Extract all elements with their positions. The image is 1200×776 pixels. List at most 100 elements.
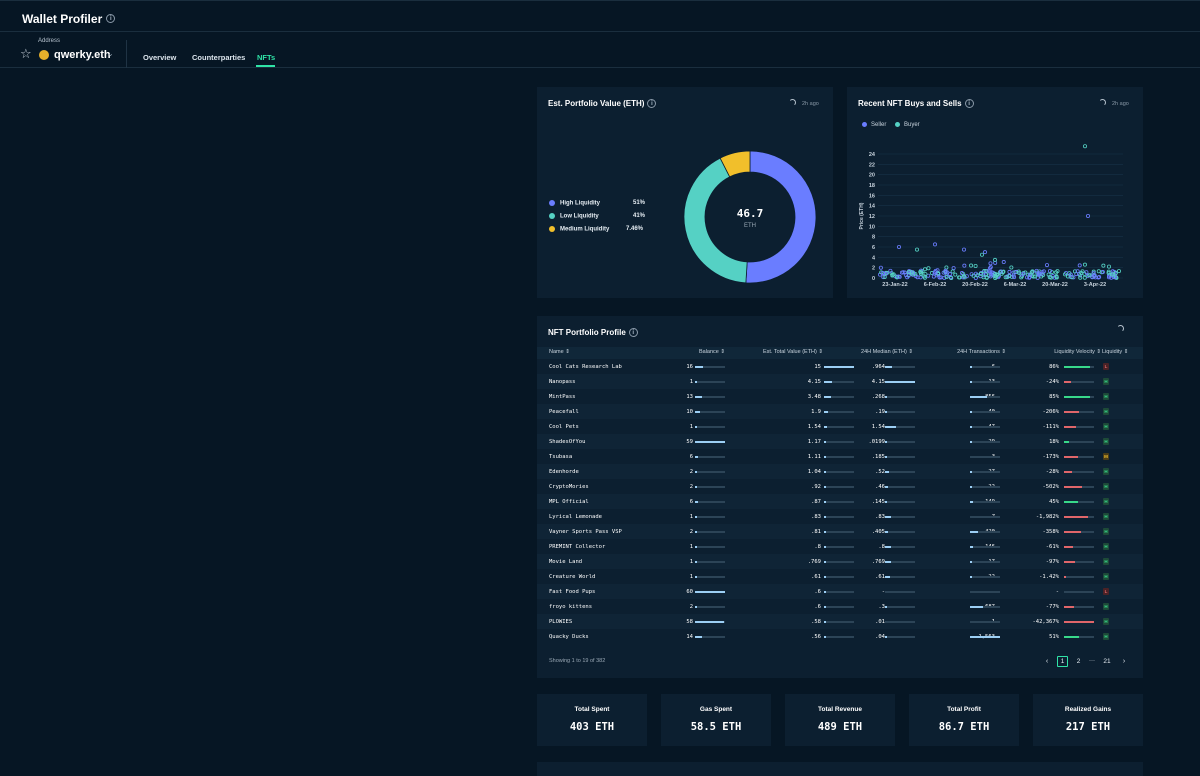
address-value[interactable]: qwerky.eth [54,49,111,61]
tab-counterparties[interactable]: Counterparties [192,53,246,62]
median-bar [885,396,915,398]
velocity-bar [1064,411,1094,413]
col-liquidity[interactable]: Liquidity ⇕ [1102,349,1129,355]
median-value: .964 [871,364,885,370]
trade-point [951,266,956,271]
star-icon[interactable]: ☆ [20,47,32,62]
tx-bar [970,531,1000,533]
tab-nfts[interactable]: NFTs [257,53,276,62]
collection-name: PLOWIES [549,619,573,625]
profile-title: NFT Portfolio Profile i [548,328,638,338]
median-value: 4.15 [871,379,885,385]
balance-value: 2 [689,604,693,610]
col-value[interactable]: Est. Total Value (ETH) ⇕ [762,349,823,355]
velocity-bar [1064,561,1094,563]
collection-name: CryptoMories [549,484,589,490]
portfolio-title: Est. Portfolio Value (ETH) i [548,99,657,109]
refresh-icon[interactable] [1117,325,1124,332]
donut-slice[interactable] [719,150,751,178]
trade-point [1000,270,1005,275]
trade-point [915,275,920,280]
info-icon[interactable]: i [628,328,638,338]
col-balance[interactable]: Balance ⇕ [698,349,725,355]
trade-point [1049,275,1054,280]
velocity-bar [1064,471,1094,473]
trade-point [1007,274,1012,279]
velocity-bar [1064,531,1094,533]
trade-point [973,264,978,269]
next-page-button[interactable]: › [1122,658,1126,665]
velocity-bar [1064,396,1094,398]
trade-point [1027,275,1032,280]
trade-point [1033,274,1038,279]
tx-bar [970,621,1000,623]
col-transactions[interactable]: 24H Transactions ⇕ [957,349,1006,355]
trade-point [880,270,885,275]
last-page-button[interactable]: 21 [1103,658,1111,665]
tx-bar [970,396,1000,398]
velocity-value: -111% [1042,424,1059,430]
donut-total: 46.7 [736,207,764,220]
page-1-button[interactable]: 1 [1057,656,1068,667]
donut-slice[interactable] [745,150,817,284]
chevron-down-icon[interactable]: ⌄ [107,49,114,58]
col-velocity[interactable]: Liquidity Velocity ⇕ [1054,349,1101,355]
median-value: .405 [871,529,885,535]
tx-bar-fill [970,501,973,503]
balance-value: 16 [686,364,693,370]
trade-point [888,268,893,273]
value-bar [824,381,854,383]
info-icon[interactable]: i [647,99,657,109]
col-name[interactable]: Name ⇕ [549,349,570,355]
x-tick-label: 3-Apr-22 [1084,282,1106,288]
balance-bar-fill [695,606,697,608]
velocity-value: -1.42% [1039,574,1059,580]
liquidity-badge: H [1103,603,1109,610]
app-header: Wallet Profiler i [0,0,1200,32]
page-2-button[interactable]: 2 [1076,658,1081,665]
prev-page-button[interactable]: ‹ [1045,658,1049,665]
tx-bar [970,576,1000,578]
info-icon[interactable]: i [106,14,116,24]
donut-slice[interactable] [683,157,748,284]
velocity-value: -173% [1042,454,1059,460]
stat-label: Total Profit [947,706,981,713]
value-bar-fill [824,366,854,368]
tab-overview[interactable]: Overview [143,53,177,62]
col-median[interactable]: 24H Median (ETH) ⇕ [861,349,913,355]
median-bar [885,471,915,473]
refresh-icon[interactable] [1099,99,1106,106]
value-bar-fill [824,606,826,608]
tx-bar [970,366,1000,368]
trade-point [1009,265,1014,270]
trade-point [1114,275,1119,280]
median-bar [885,546,915,548]
info-icon[interactable]: i [964,99,974,109]
trade-point [1021,271,1026,276]
refresh-icon[interactable] [789,99,796,106]
median-bar [885,531,915,533]
value-bar-fill [824,591,826,593]
legend-pct: 51% [633,200,646,206]
median-bar-fill [885,426,897,428]
median-bar-fill [885,636,887,638]
